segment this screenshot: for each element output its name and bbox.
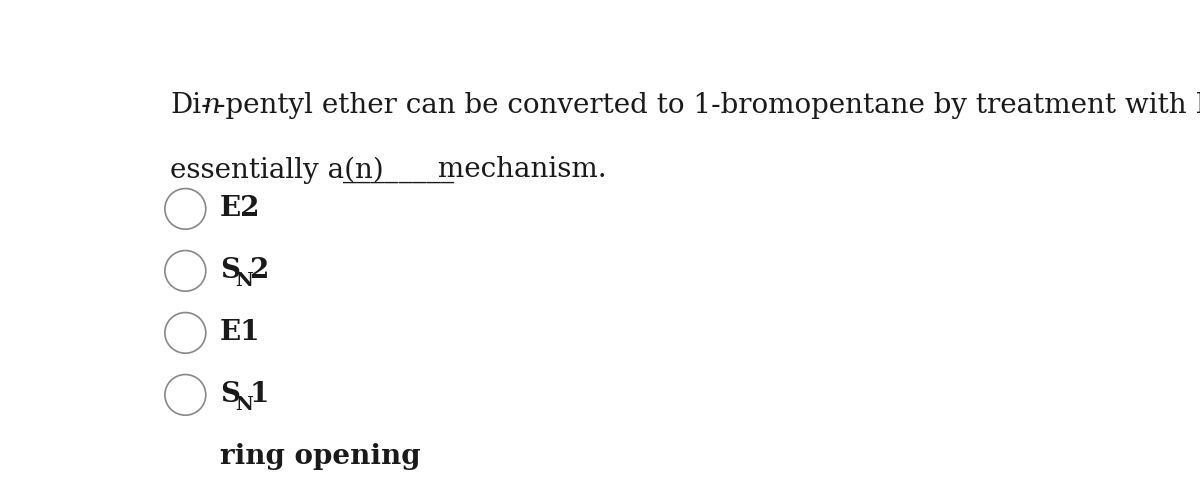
Text: ring opening: ring opening <box>220 444 420 470</box>
Text: S: S <box>220 257 240 285</box>
Text: 2: 2 <box>250 257 269 285</box>
Text: Di-: Di- <box>170 92 211 120</box>
Text: E2: E2 <box>220 195 260 223</box>
Text: N: N <box>235 272 253 290</box>
Text: n: n <box>202 92 220 120</box>
Text: S: S <box>220 381 240 408</box>
Text: 1: 1 <box>250 381 269 408</box>
Text: essentially a(n): essentially a(n) <box>170 156 394 183</box>
Text: mechanism.: mechanism. <box>430 156 607 183</box>
Text: E1: E1 <box>220 319 260 346</box>
Text: ________: ________ <box>343 156 454 183</box>
Text: N: N <box>235 396 253 414</box>
Text: -pentyl ether can be converted to 1-bromopentane by treatment with HBr through: -pentyl ether can be converted to 1-brom… <box>216 92 1200 120</box>
